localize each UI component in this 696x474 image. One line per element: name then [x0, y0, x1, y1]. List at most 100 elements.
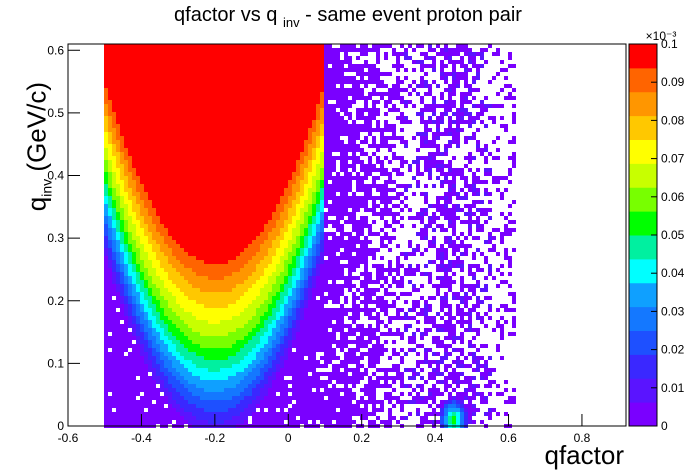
heatmap-cell — [236, 44, 240, 48]
heatmap-cell — [180, 376, 184, 380]
heatmap-cell — [136, 252, 140, 256]
heatmap-cell — [248, 184, 252, 188]
heatmap-cell — [128, 128, 132, 132]
heatmap-cell — [152, 276, 156, 280]
heatmap-cell — [192, 304, 196, 308]
heatmap-cell — [304, 184, 308, 188]
heatmap-cell — [108, 192, 112, 196]
heatmap-cell — [172, 124, 176, 128]
heatmap-cell — [292, 352, 296, 356]
heatmap-cell — [168, 352, 172, 356]
heatmap-cell — [176, 228, 180, 232]
heatmap-cell — [220, 328, 224, 332]
heatmap-cell — [120, 388, 124, 392]
heatmap-cell — [168, 100, 172, 104]
heatmap-cell — [176, 320, 180, 324]
heatmap-cell — [144, 56, 148, 60]
heatmap-cell — [244, 420, 248, 424]
heatmap-cell — [108, 260, 112, 264]
heatmap-cell — [292, 292, 296, 296]
heatmap-cell — [216, 384, 220, 388]
heatmap-cell — [204, 48, 208, 52]
heatmap-cell — [112, 276, 116, 280]
heatmap-cell — [196, 348, 200, 352]
heatmap-cell — [136, 268, 140, 272]
heatmap-cell — [308, 124, 312, 128]
heatmap-cell — [172, 68, 176, 72]
heatmap-cell — [280, 308, 284, 312]
heatmap-cell — [104, 236, 108, 240]
heatmap-cell — [196, 252, 200, 256]
heatmap-cell — [232, 180, 236, 184]
heatmap-cell — [192, 64, 196, 68]
heatmap-cell — [232, 136, 236, 140]
heatmap-cell — [148, 104, 152, 108]
heatmap-cell — [272, 84, 276, 88]
heatmap-cell — [112, 128, 116, 132]
heatmap-cell — [148, 416, 152, 420]
heatmap-cell — [128, 68, 132, 72]
heatmap-cell — [144, 80, 148, 84]
heatmap-cell — [292, 380, 296, 384]
heatmap-cell — [160, 68, 164, 72]
heatmap-cell — [272, 348, 276, 352]
heatmap-cell — [168, 272, 172, 276]
heatmap-cell — [220, 140, 224, 144]
heatmap-cell — [232, 172, 236, 176]
heatmap-cell — [260, 340, 264, 344]
heatmap-cell — [196, 412, 200, 416]
heatmap-cell — [220, 204, 224, 208]
heatmap-cell — [284, 76, 288, 80]
heatmap-cell — [304, 224, 308, 228]
heatmap-cell — [240, 108, 244, 112]
heatmap-cell — [204, 72, 208, 76]
heatmap-cell — [124, 168, 128, 172]
heatmap-cell — [200, 296, 204, 300]
heatmap-cell — [308, 392, 312, 396]
heatmap-cell — [156, 284, 160, 288]
heatmap-cell — [308, 268, 312, 272]
heatmap-cell — [268, 384, 272, 388]
heatmap-cell — [216, 128, 220, 132]
heatmap-cell — [216, 304, 220, 308]
heatmap-cell — [288, 264, 292, 268]
heatmap-cell — [192, 128, 196, 132]
heatmap-cell — [236, 292, 240, 296]
heatmap-cell — [196, 296, 200, 300]
heatmap-cell — [260, 396, 264, 400]
heatmap-cell — [296, 268, 300, 272]
heatmap-cell — [188, 232, 192, 236]
heatmap-cell — [248, 288, 252, 292]
heatmap-cell — [268, 372, 272, 376]
heatmap-cell — [112, 376, 116, 380]
heatmap-cell — [220, 156, 224, 160]
heatmap-cell — [248, 264, 252, 268]
heatmap-cell — [200, 204, 204, 208]
heatmap-cell — [144, 136, 148, 140]
heatmap-cell — [312, 156, 316, 160]
heatmap-cell — [132, 316, 136, 320]
heatmap-cell — [288, 332, 292, 336]
heatmap-cell — [252, 328, 256, 332]
heatmap-cell — [284, 184, 288, 188]
heatmap-cell — [124, 264, 128, 268]
heatmap-cell — [156, 200, 160, 204]
heatmap-cell — [260, 96, 264, 100]
heatmap-cell — [128, 324, 132, 328]
heatmap-cell — [160, 360, 164, 364]
heatmap-cell — [108, 292, 112, 296]
heatmap-cell — [308, 352, 312, 356]
heatmap-cell — [288, 400, 292, 404]
heatmap-cell — [272, 260, 276, 264]
heatmap-cell — [156, 164, 160, 168]
heatmap-cell — [108, 72, 112, 76]
heatmap-cell — [152, 392, 156, 396]
heatmap-cell — [244, 168, 248, 172]
heatmap-cell — [284, 236, 288, 240]
heatmap-cell — [204, 100, 208, 104]
heatmap-cell — [312, 168, 316, 172]
heatmap-cell — [312, 132, 316, 136]
heatmap-cell — [144, 228, 148, 232]
heatmap-cell — [200, 248, 204, 252]
heatmap-cell — [292, 416, 296, 420]
